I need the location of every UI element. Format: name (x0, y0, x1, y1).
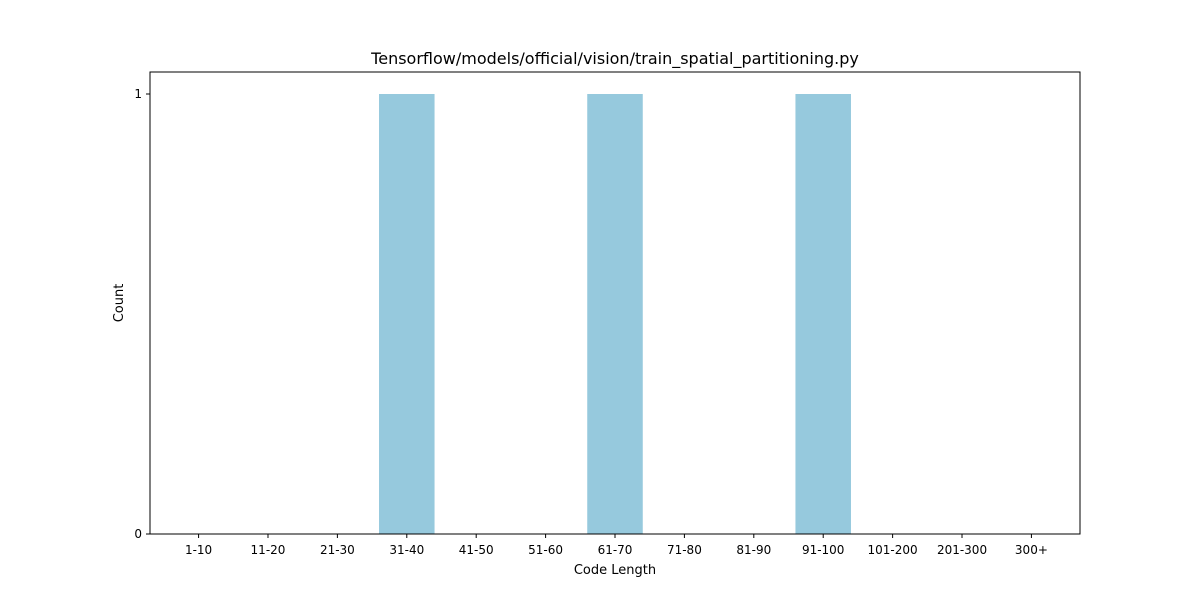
bar (795, 94, 851, 534)
y-tick-label: 0 (134, 527, 142, 541)
x-tick-label: 81-90 (736, 543, 771, 557)
x-tick-label: 1-10 (185, 543, 212, 557)
y-tick-label: 1 (134, 87, 142, 101)
x-tick-label: 51-60 (528, 543, 563, 557)
x-tick-label: 61-70 (598, 543, 633, 557)
x-tick-label: 300+ (1015, 543, 1048, 557)
x-tick-label: 71-80 (667, 543, 702, 557)
x-tick-label: 201-300 (937, 543, 987, 557)
bar (587, 94, 643, 534)
y-axis-label: Count (112, 284, 127, 323)
x-tick-label: 11-20 (251, 543, 286, 557)
x-tick-label: 31-40 (389, 543, 424, 557)
x-tick-label: 91-100 (802, 543, 845, 557)
bar (379, 94, 435, 534)
x-tick-label: 21-30 (320, 543, 355, 557)
chart-title: Tensorflow/models/official/vision/train_… (370, 49, 859, 69)
x-axis-label: Code Length (574, 563, 656, 578)
bars-group (379, 94, 851, 534)
x-axis-ticks: 1-10 11-20 21-30 31-40 41-50 51-60 61-70 71-80 8… (185, 534, 1048, 557)
x-tick-label: 41-50 (459, 543, 494, 557)
y-axis-ticks: 01 (134, 87, 150, 541)
x-tick-label: 101-200 (868, 543, 918, 557)
